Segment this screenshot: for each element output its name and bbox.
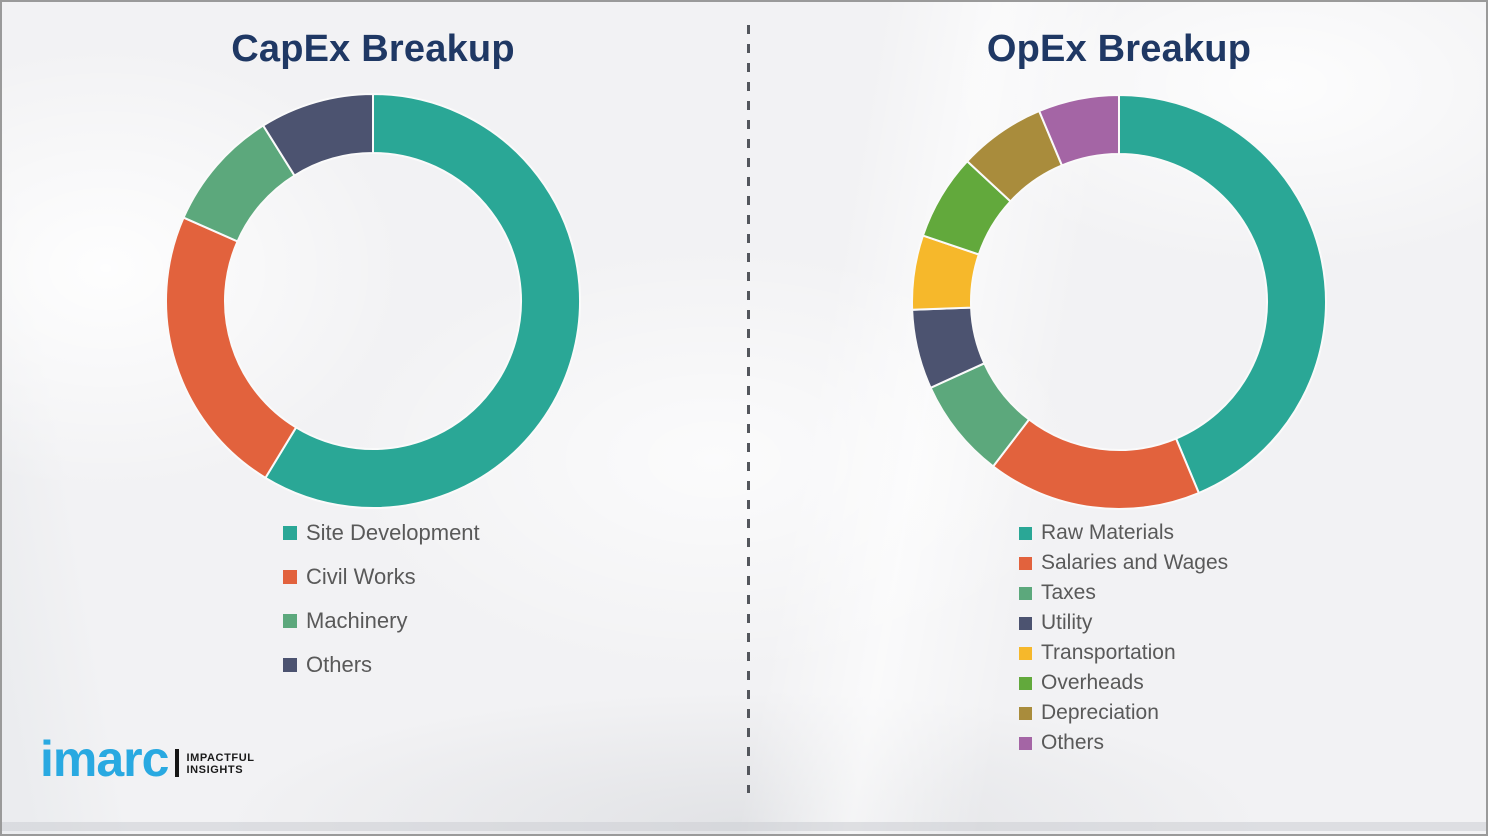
donut-segment-salaries-and-wages — [991, 418, 1201, 510]
legend-item-utility: Utility — [1019, 608, 1228, 638]
legend-item-taxes: Taxes — [1019, 578, 1228, 608]
donut-segment-site-development — [264, 92, 581, 509]
legend-swatch-utility — [1019, 616, 1032, 630]
legend-item-others: Others — [1019, 728, 1228, 758]
legend-item-overheads: Overheads — [1019, 668, 1228, 698]
legend-item-raw-materials: Raw Materials — [1019, 518, 1228, 548]
legend-swatch-depreciation — [1019, 706, 1032, 720]
legend-label-machinery: Machinery — [306, 608, 408, 633]
donut-segment-civil-works — [165, 216, 298, 480]
imarc-logo: imarc IMPACTFUL INSIGHTS — [40, 731, 255, 787]
imarc-logo-wordmark: imarc — [40, 731, 169, 787]
legend-label-depreciation: Depreciation — [1041, 701, 1159, 724]
legend-label-utility: Utility — [1041, 611, 1093, 634]
legend-label-transportation: Transportation — [1041, 641, 1176, 664]
donut-segment-others — [261, 92, 374, 177]
legend-swatch-others — [283, 658, 297, 672]
legend-swatch-others — [1019, 736, 1032, 750]
legend-swatch-taxes — [1019, 586, 1032, 600]
opex-chart-title: OpEx Breakup — [986, 28, 1252, 70]
legend-item-civil-works: Civil Works — [283, 555, 480, 599]
legend-label-site-development: Site Development — [306, 520, 480, 545]
legend-item-site-development: Site Development — [283, 511, 480, 555]
donut-segment-raw-materials — [1118, 93, 1327, 495]
capex-legend: Site Development Civil Works Machinery Othe… — [283, 511, 480, 687]
legend-swatch-civil-works — [283, 570, 297, 584]
legend-swatch-salaries-and-wages — [1019, 556, 1032, 570]
legend-swatch-raw-materials — [1019, 526, 1032, 540]
legend-label-salaries-and-wages: Salaries and Wages — [1041, 551, 1229, 574]
imarc-logo-tagline-line2: INSIGHTS — [186, 764, 244, 776]
donut-segment-others — [1037, 93, 1120, 167]
legend-item-others: Others — [283, 643, 480, 687]
capex-chart-title: CapEx Breakup — [231, 28, 515, 70]
legend-swatch-machinery — [283, 614, 297, 628]
legend-label-civil-works: Civil Works — [306, 564, 416, 589]
legend-item-depreciation: Depreciation — [1019, 698, 1228, 728]
opex-legend: Raw Materials Salaries and Wages Taxes Util… — [1019, 518, 1228, 758]
opex-donut-chart — [911, 93, 1327, 510]
capex-donut-chart — [165, 92, 581, 509]
legend-label-raw-materials: Raw Materials — [1041, 521, 1175, 544]
legend-item-salaries-and-wages: Salaries and Wages — [1019, 548, 1228, 578]
vertical-dashed-divider — [747, 25, 750, 793]
legend-swatch-overheads — [1019, 676, 1032, 690]
background-bottom-band — [2, 822, 1486, 831]
legend-swatch-transportation — [1019, 646, 1032, 660]
imarc-logo-tagline-line1: IMPACTFUL — [186, 752, 255, 764]
legend-label-others: Others — [1041, 731, 1105, 754]
legend-swatch-site-development — [283, 526, 297, 540]
imarc-logo-tagline: IMPACTFUL INSIGHTS — [186, 752, 254, 776]
legend-item-transportation: Transportation — [1019, 638, 1228, 668]
imarc-logo-divider-bar — [175, 749, 180, 777]
legend-label-overheads: Overheads — [1041, 671, 1144, 694]
legend-label-taxes: Taxes — [1041, 581, 1096, 604]
legend-item-machinery: Machinery — [283, 599, 480, 643]
legend-label-others: Others — [306, 652, 373, 677]
